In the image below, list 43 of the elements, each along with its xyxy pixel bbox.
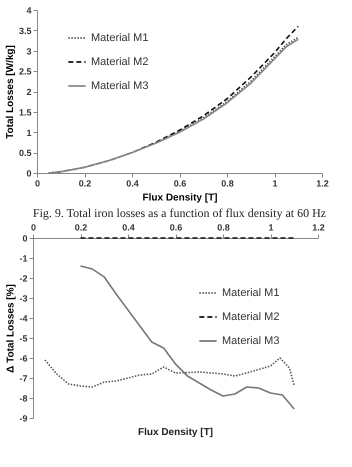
x-tick-label: 0.2 bbox=[78, 178, 92, 188]
legend-label: Material M1 bbox=[222, 287, 280, 299]
y-tick-label: 1 bbox=[26, 128, 32, 138]
x-tick-label: 1 bbox=[272, 178, 278, 188]
x-tick-label: 0.4 bbox=[126, 178, 139, 188]
y-tick-label: 1.5 bbox=[18, 107, 32, 118]
x-axis-title: Flux Density [T] bbox=[138, 427, 214, 438]
x-tick-label: 1.2 bbox=[316, 178, 329, 188]
y-tick-label: 0.5 bbox=[18, 148, 32, 158]
x-axis-title: Flux Density [T] bbox=[142, 192, 218, 204]
legend-label: Material M1 bbox=[91, 32, 148, 44]
y-tick-label: 0 bbox=[22, 234, 28, 244]
y-tick-label: 2.5 bbox=[18, 66, 32, 77]
x-tick-label: 0.6 bbox=[174, 178, 186, 188]
legend-label: Material M2 bbox=[222, 311, 280, 323]
y-tick-label: 0 bbox=[26, 168, 32, 178]
y-tick-label: -9 bbox=[19, 414, 28, 424]
y-tick-label: -4 bbox=[19, 314, 28, 324]
y-tick-label: 2 bbox=[26, 87, 32, 97]
y-axis-title: Total Losses [W/kg] bbox=[4, 45, 16, 139]
y-tick-label: 3.5 bbox=[18, 26, 32, 36]
legend-label: Material M3 bbox=[91, 80, 148, 92]
x-tick-label: 0.8 bbox=[221, 178, 234, 188]
legend-label: Material M3 bbox=[222, 335, 280, 347]
x-tick-label: 0.2 bbox=[74, 222, 88, 232]
y-tick-label: -6 bbox=[19, 354, 28, 364]
y-tick-label: -5 bbox=[19, 334, 28, 344]
x-tick-label: 0.6 bbox=[170, 222, 182, 232]
y-tick-label: 3 bbox=[26, 46, 32, 56]
y-tick-label: -8 bbox=[19, 394, 28, 404]
x-tick-label: 0.8 bbox=[217, 222, 230, 232]
y-axis-title: Δ Total Losses [%] bbox=[6, 284, 16, 373]
caption: Fig. 9. Total iron losses as a function of flux density at 60 Hz bbox=[32, 206, 326, 220]
x-tick-label: 0 bbox=[34, 178, 40, 188]
y-tick-label: -1 bbox=[19, 254, 28, 264]
legend-label: Material M2 bbox=[91, 56, 148, 68]
x-tick-label: 0.4 bbox=[122, 222, 135, 232]
y-tick-label: -3 bbox=[19, 294, 28, 304]
x-tick-label: 1 bbox=[268, 222, 274, 232]
y-tick-label: -7 bbox=[19, 374, 28, 384]
y-tick-label: -2 bbox=[19, 274, 28, 284]
y-tick-label: 4 bbox=[26, 6, 32, 16]
x-tick-label: 1.2 bbox=[312, 222, 325, 232]
